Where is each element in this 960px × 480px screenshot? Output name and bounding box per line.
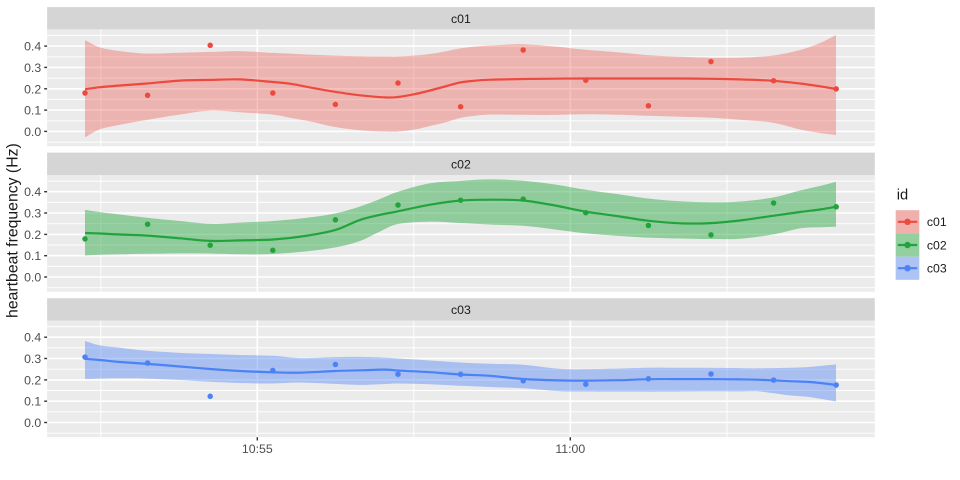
svg-text:c02: c02	[927, 238, 947, 252]
svg-text:c01: c01	[927, 215, 947, 229]
svg-text:0.3: 0.3	[24, 352, 41, 366]
svg-text:0.4: 0.4	[24, 185, 41, 199]
svg-text:11:00: 11:00	[555, 442, 585, 456]
svg-text:0.1: 0.1	[24, 395, 41, 409]
svg-text:0.0: 0.0	[24, 416, 41, 430]
svg-text:id: id	[897, 188, 908, 204]
svg-text:0.0: 0.0	[24, 271, 41, 285]
svg-text:c02: c02	[451, 158, 471, 172]
svg-text:0.3: 0.3	[24, 207, 41, 221]
svg-text:0.4: 0.4	[24, 331, 41, 345]
svg-text:c03: c03	[451, 303, 471, 317]
svg-text:10:55: 10:55	[242, 442, 273, 456]
svg-text:heartbeat frequency (Hz): heartbeat frequency (Hz)	[5, 143, 22, 318]
svg-text:0.1: 0.1	[24, 104, 41, 118]
svg-text:c03: c03	[927, 262, 947, 276]
svg-text:0.3: 0.3	[24, 61, 41, 75]
svg-text:0.4: 0.4	[24, 40, 41, 54]
svg-text:0.0: 0.0	[24, 125, 41, 139]
svg-text:0.1: 0.1	[24, 249, 41, 263]
svg-text:c01: c01	[451, 12, 471, 26]
svg-text:0.2: 0.2	[24, 373, 41, 387]
svg-text:0.2: 0.2	[24, 228, 41, 242]
svg-text:0.2: 0.2	[24, 82, 41, 96]
